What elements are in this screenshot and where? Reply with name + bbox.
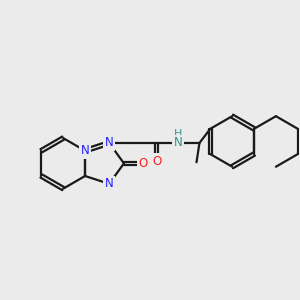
Text: O: O — [139, 157, 148, 170]
Text: O: O — [152, 155, 161, 168]
Text: N: N — [174, 136, 182, 149]
Text: N: N — [105, 136, 113, 149]
Text: H: H — [174, 129, 182, 139]
Text: N: N — [81, 144, 89, 157]
Text: N: N — [105, 177, 113, 190]
